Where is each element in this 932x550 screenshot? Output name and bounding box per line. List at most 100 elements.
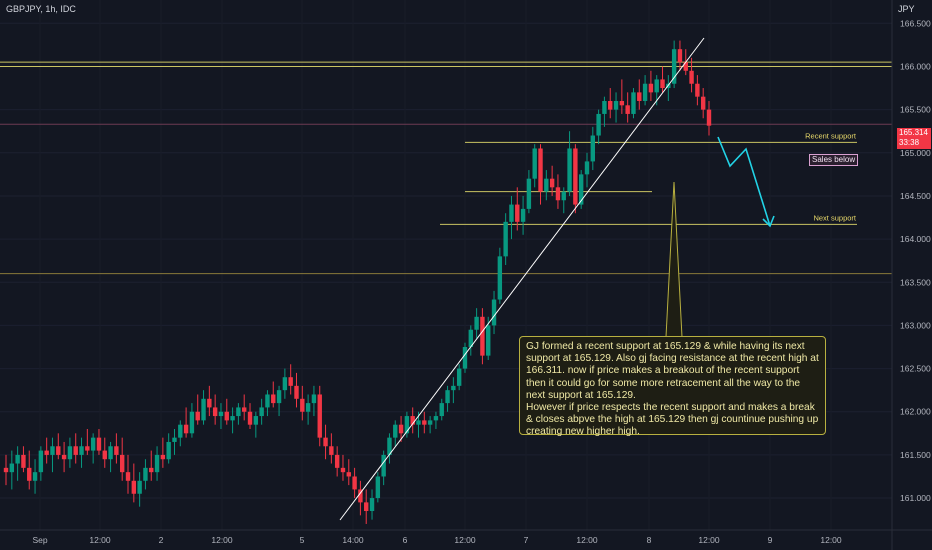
- candle: [271, 381, 276, 408]
- candle: [201, 390, 206, 425]
- candle: [96, 429, 102, 455]
- trendline: [339, 37, 705, 521]
- candle: [695, 75, 700, 106]
- candle-body: [195, 411, 200, 421]
- candle: [445, 385, 450, 412]
- candle-body: [282, 377, 288, 391]
- candle: [32, 459, 38, 494]
- candle: [224, 398, 229, 425]
- candle-body: [108, 446, 113, 460]
- candle-body: [509, 204, 514, 222]
- price-tick-label: 162.000: [900, 407, 931, 417]
- candle-body: [149, 467, 154, 473]
- candle-body: [538, 148, 543, 192]
- price-tick-label: 163.500: [900, 277, 931, 287]
- chart-grid: [0, 22, 892, 499]
- candle: [212, 394, 218, 425]
- time-tick-label: 14:00: [342, 535, 364, 545]
- candle: [422, 411, 427, 434]
- candle-body: [50, 446, 55, 455]
- candle-body: [230, 416, 235, 421]
- candle: [503, 213, 508, 265]
- candle-body: [259, 407, 264, 417]
- candle-body: [212, 407, 218, 417]
- candle: [346, 459, 351, 486]
- price-tick-label: 165.000: [900, 148, 931, 158]
- candle-body: [677, 49, 683, 63]
- candle-body: [265, 394, 270, 408]
- candle-body: [427, 420, 433, 425]
- candle-body: [172, 437, 177, 442]
- candle-body: [462, 347, 468, 369]
- candle: [642, 75, 648, 106]
- candle: [137, 472, 142, 507]
- candle: [700, 88, 706, 119]
- time-tick-label: 12:00: [454, 535, 476, 545]
- price-tick-label: 165.500: [900, 105, 931, 115]
- candle-body: [311, 394, 317, 404]
- analysis-note: GJ formed a recent support at 165.129 & …: [519, 336, 826, 437]
- candle: [114, 433, 119, 464]
- candle-body: [201, 398, 206, 421]
- candle: [549, 165, 555, 196]
- candle-body: [573, 148, 578, 205]
- candle-body: [73, 446, 78, 455]
- candle-body: [410, 416, 415, 425]
- candle: [79, 437, 84, 468]
- candle-body: [90, 437, 96, 451]
- candle-body: [445, 390, 450, 404]
- candle: [85, 429, 90, 455]
- candle: [340, 454, 346, 481]
- candle-body: [224, 411, 229, 421]
- candle-body: [114, 446, 119, 455]
- candle: [334, 446, 340, 477]
- candle: [265, 390, 270, 417]
- currency-label: JPY: [898, 4, 915, 14]
- candle: [50, 437, 55, 473]
- candle: [398, 416, 404, 442]
- candle-body: [125, 472, 131, 481]
- candle-body: [32, 472, 38, 481]
- candle: [288, 364, 293, 395]
- price-tick-label: 166.000: [900, 61, 931, 71]
- current-price-value: 165.314: [899, 128, 928, 137]
- candle-body: [247, 411, 253, 425]
- time-tick-label: 8: [647, 535, 652, 545]
- candle: [38, 446, 44, 481]
- candle: [67, 437, 73, 468]
- time-tick-label: 7: [524, 535, 529, 545]
- candle-body: [584, 161, 590, 175]
- candle-body: [288, 377, 293, 386]
- candle-body: [671, 49, 677, 84]
- candle-body: [439, 403, 444, 417]
- candle-body: [491, 299, 497, 326]
- candle-body: [3, 467, 9, 473]
- candle: [282, 368, 288, 399]
- candle: [456, 364, 462, 391]
- candle-body: [526, 178, 532, 209]
- candle-body: [567, 148, 572, 192]
- price-tick-label: 166.500: [900, 18, 931, 28]
- candle-body: [706, 109, 712, 126]
- candle: [15, 446, 20, 481]
- time-tick-label: 12:00: [89, 535, 111, 545]
- candle: [561, 187, 566, 214]
- candle: [439, 398, 444, 421]
- candle: [73, 433, 78, 464]
- candle: [27, 450, 32, 490]
- candle: [520, 195, 526, 235]
- candle-body: [497, 256, 503, 300]
- candle-body: [44, 450, 49, 455]
- candle-body: [364, 502, 369, 512]
- candle-body: [218, 411, 224, 417]
- current-price-badge: 165.314 33:38: [897, 128, 931, 149]
- candle: [160, 437, 166, 468]
- candle: [125, 454, 131, 494]
- candle: [143, 459, 148, 490]
- candle: [474, 308, 479, 339]
- candle: [427, 416, 433, 434]
- candle: [21, 446, 26, 473]
- candle-body: [398, 424, 404, 434]
- candle-body: [619, 100, 625, 106]
- candle: [596, 109, 601, 145]
